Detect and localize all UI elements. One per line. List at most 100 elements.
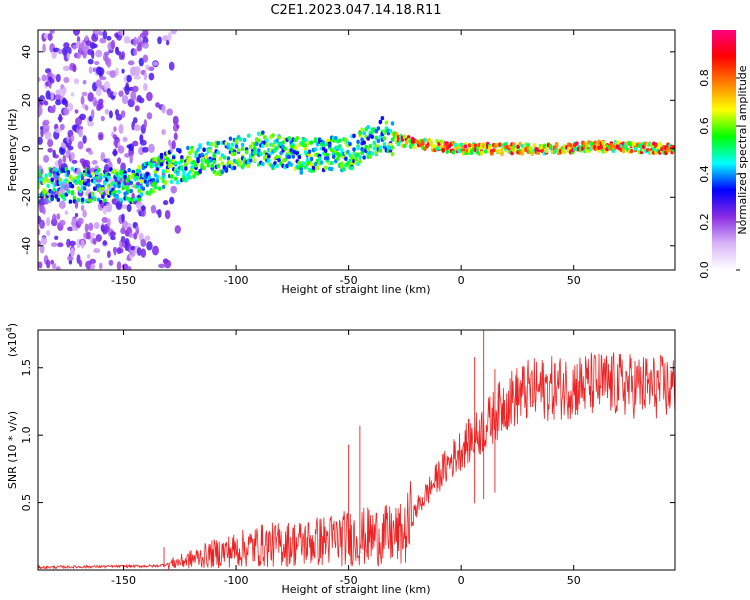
spectrogram-cell [92,179,97,185]
snr-y-ticks: 0.5 1.0 1.5 [20,359,675,511]
spectrogram-cell [65,46,72,55]
spectrogram-cell [53,154,59,159]
spectrogram-cell [198,169,202,175]
spectrogram-cell [76,197,81,203]
spectrogram-cell [90,191,95,196]
spectrogram-cell [62,65,70,72]
spectrogram-cell [192,174,196,179]
spectrogram-cell [275,138,279,143]
spectrogram-cell [69,152,75,160]
spectrogram-cell [94,61,100,66]
spectrogram-x-tick-label: -50 [340,274,358,287]
spectrogram-cell [309,156,314,162]
spectrogram-cell [601,140,605,146]
spectrogram-cell [145,172,150,177]
spectrogram-cell [135,175,140,181]
spectrogram-cell [109,70,117,78]
spectrogram-cell [370,151,375,156]
snr-x-tick-label: -150 [111,574,136,587]
spectrogram-cell [180,158,184,164]
spectrogram-cell [132,117,138,124]
spectrogram-cell [336,156,340,161]
spectrogram-cell [70,190,75,195]
spectrogram-cell [106,250,111,259]
spectrogram-cell [238,137,243,142]
spectrogram-cell [142,54,149,63]
spectrogram-cell [354,156,358,162]
spectrogram-cell [90,263,96,270]
spectrogram-cell [78,125,84,131]
spectrogram-cell [275,163,279,169]
spectrogram-cell [358,159,362,164]
spectrogram-cell [202,147,206,152]
spectrogram-cell [236,148,241,153]
spectrogram-cell [259,151,263,157]
spectrogram-cell [78,128,83,138]
spectrogram-cell [321,140,326,145]
spectrogram-cell [234,139,239,144]
spectrogram-cell [73,78,80,85]
spectrogram-cell [99,262,103,270]
spectrogram-cell [117,189,121,195]
spectrogram-cell [161,104,166,114]
spectrogram-cell [133,48,138,56]
spectrogram-cell [163,180,168,186]
spectrogram-cell [47,32,53,41]
spectrogram-cell [166,108,173,116]
spectrogram-cell [226,142,231,148]
spectrogram-cell [162,200,169,206]
spectrogram-cell [168,61,175,71]
spectrogram-cell [157,36,162,45]
spectrogram-cell [143,72,148,81]
spectrogram-cell [46,216,51,227]
spectrogram-cell [271,164,275,169]
spectrogram-cell [153,185,158,190]
spectrogram-cell [402,134,407,140]
spectrogram-cell [429,141,433,146]
spectrogram-cell [196,147,200,153]
spectrogram-cell [155,178,160,184]
spectrogram-cell [297,160,302,166]
colorbar: 0.0 0.2 0.4 0.6 0.8 Normalized spectral ampl… [698,30,749,279]
spectrogram-cell [113,247,117,256]
spectrogram-cell [236,158,241,163]
spectrogram-cell [303,146,308,151]
spectrogram-cell [58,219,66,226]
spectrogram-cell [530,151,535,156]
spectrogram-cell [412,145,417,150]
spectrogram-cell [210,142,215,147]
spectrogram-cell [311,165,316,171]
spectrogram-cell [74,212,79,218]
spectrogram-cell [323,148,328,153]
spectrogram-cell [102,30,108,40]
spectrogram-x-tick-label: 50 [567,274,581,287]
spectrogram-cell [441,147,445,152]
spectrogram-cell [57,242,64,248]
spectrogram-cell [362,140,366,145]
spectrogram-cell [138,97,145,104]
spectrogram-cell [43,100,49,106]
spectrogram-cell [161,184,166,190]
spectrogram-cell [97,103,104,110]
spectrogram-cell [512,144,516,150]
spectrogram-cell [91,50,95,60]
spectrogram-cell [139,192,144,197]
spectrogram-cell [46,178,50,184]
spectrogram-frame [37,29,676,271]
spectrogram-cell [536,150,541,155]
spectrogram-cell [136,247,142,256]
spectrogram-cell [257,148,261,153]
spectrogram-cell [38,105,43,116]
spectrogram-cell [226,156,231,161]
spectrogram-cell [435,138,439,144]
spectrogram-cell [378,119,383,125]
spectrogram-cell [182,170,186,176]
spectrogram-cell [325,152,330,158]
spectrogram-cell [378,148,383,153]
spectrogram-cell [52,213,57,223]
snr-x-tick-label: 0 [458,574,465,587]
spectrogram-cell [46,183,50,189]
spectrogram-cell [376,126,381,131]
spectrogram-cell [257,138,261,143]
spectrogram-cell [293,145,298,151]
